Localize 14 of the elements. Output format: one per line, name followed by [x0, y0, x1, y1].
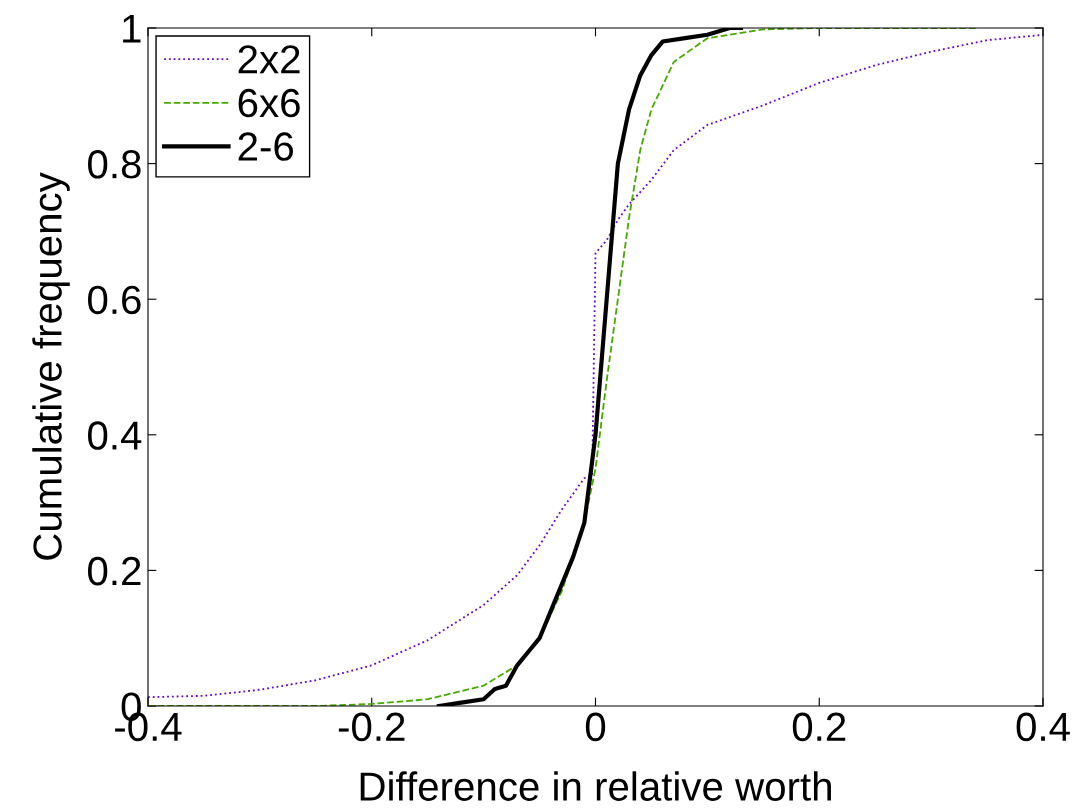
legend-label: 2-6 [238, 132, 294, 161]
y-tick-label: 0.6 [88, 285, 141, 315]
y-tick-label: 0.4 [88, 421, 142, 450]
x-tick-label: 0 [585, 712, 606, 742]
x-axis-title: Difference in relative worth [360, 771, 831, 801]
y-tick-label: 0.8 [88, 150, 141, 179]
x-tick-label: 0.4 [1016, 712, 1070, 742]
x-tick-label: 0.2 [792, 712, 846, 742]
legend-label: 6x6 [238, 88, 300, 118]
x-tick-label: -0.2 [338, 712, 405, 742]
y-tick-label: 0.2 [88, 556, 141, 586]
y-tick-label: 1 [123, 14, 141, 43]
y-axis-title: Cumulative frequency [32, 172, 70, 560]
legend-label: 2x2 [238, 45, 300, 74]
